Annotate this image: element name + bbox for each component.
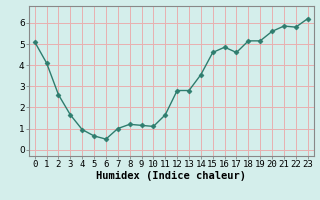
X-axis label: Humidex (Indice chaleur): Humidex (Indice chaleur) <box>96 171 246 181</box>
